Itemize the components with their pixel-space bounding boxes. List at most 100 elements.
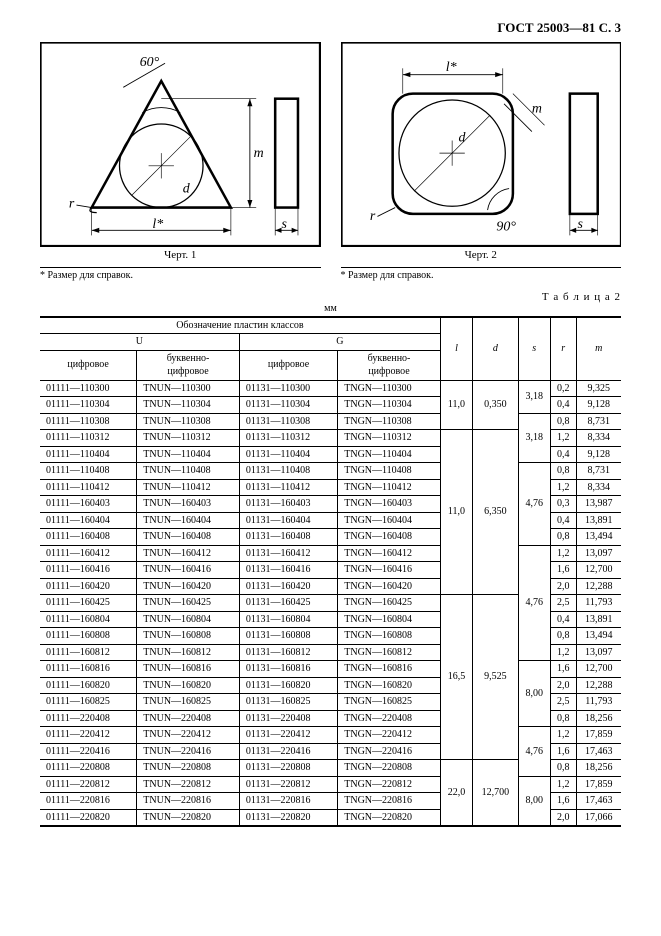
table-row: 01111—220812TNUN—22081201131—220812TNGN—… [40,776,621,793]
table-cell: TNGN—160404 [338,512,441,529]
table-cell: 12,288 [576,578,621,595]
table-cell: 8,731 [576,463,621,480]
figure-2-note: * Размер для справок. [341,267,622,281]
figure-1-note: * Размер для справок. [40,267,321,281]
table-label: Т а б л и ц а 2 [40,291,621,303]
table-cell: 01131—220412 [239,727,337,744]
th-num-u: цифровое [40,350,137,380]
table-cell: 11,0 [440,380,472,430]
table-cell: TNUN—160408 [137,529,240,546]
table-cell: 8,00 [518,661,550,727]
table-cell: TNGN—160804 [338,611,441,628]
table-cell: 8,731 [576,413,621,430]
table-cell: 01111—220808 [40,760,137,777]
table-cell: 01131—160816 [239,661,337,678]
table-cell: 01131—220408 [239,710,337,727]
table-cell: 2,5 [550,694,576,711]
table-cell: TNGN—160812 [338,644,441,661]
table-cell: 01131—220816 [239,793,337,810]
table-cell: 16,5 [440,595,472,760]
table-row: 01111—160412TNUN—16041201131—160412TNGN—… [40,545,621,562]
th-group: Обозначение пластин классов [40,317,440,334]
figure-1-caption: Черт. 1 [40,249,321,261]
table-cell: 3,18 [518,413,550,463]
table-cell: TNGN—160425 [338,595,441,612]
table-cell: 0,8 [550,529,576,546]
table-cell: 12,288 [576,677,621,694]
table-cell: 01111—160408 [40,529,137,546]
table-cell: 17,463 [576,743,621,760]
table-cell: TNGN—160420 [338,578,441,595]
table-cell: TNGN—110412 [338,479,441,496]
label-l1: l* [152,217,163,232]
label-r1: r [69,197,75,212]
table-cell: TNUN—110312 [137,430,240,447]
table-cell: TNGN—220812 [338,776,441,793]
label-angle1: 60° [140,55,160,70]
table-cell: 17,066 [576,809,621,826]
table-cell: TNUN—220808 [137,760,240,777]
table-cell: 13,097 [576,545,621,562]
table-cell: TNUN—160403 [137,496,240,513]
table-cell: 01131—220416 [239,743,337,760]
table-cell: TNUN—110304 [137,397,240,414]
table-cell: 9,128 [576,397,621,414]
table-cell: 1,6 [550,661,576,678]
table-cell: 01131—160820 [239,677,337,694]
table-cell: 13,891 [576,611,621,628]
table-cell: 22,0 [440,760,472,827]
figures-row: d 60° r l* m s [40,42,621,261]
table-cell: 1,2 [550,430,576,447]
label-r2: r [369,209,375,224]
table-cell: 01111—110404 [40,446,137,463]
table-cell: TNGN—160412 [338,545,441,562]
label-s1: s [282,217,287,232]
table-row: 01111—110408TNUN—11040801131—110408TNGN—… [40,463,621,480]
table-cell: TNUN—160812 [137,644,240,661]
table-cell: 01111—160404 [40,512,137,529]
th-alnum-g: буквенно-цифровое [338,350,441,380]
table-cell: 01111—110312 [40,430,137,447]
table-cell: 01111—160820 [40,677,137,694]
table-cell: 3,18 [518,380,550,413]
table-cell: 9,128 [576,446,621,463]
table-cell: 1,6 [550,562,576,579]
table-cell: 17,859 [576,776,621,793]
table-cell: TNGN—110312 [338,430,441,447]
table-cell: TNGN—160808 [338,628,441,645]
table-cell: 01111—220816 [40,793,137,810]
table-cell: TNGN—220808 [338,760,441,777]
table-cell: 2,0 [550,677,576,694]
table-cell: 11,0 [440,430,472,595]
table-cell: 01131—220808 [239,760,337,777]
table-cell: 8,00 [518,776,550,826]
table-cell: TNUN—160825 [137,694,240,711]
table-cell: 0,4 [550,611,576,628]
table-cell: 01131—110300 [239,380,337,397]
table-cell: TNGN—160416 [338,562,441,579]
table-cell: TNUN—110404 [137,446,240,463]
table-cell: 01111—110412 [40,479,137,496]
table-cell: TNGN—110304 [338,397,441,414]
table-cell: 01131—160808 [239,628,337,645]
table-cell: 01111—220416 [40,743,137,760]
table-cell: TNGN—160403 [338,496,441,513]
table-cell: 0,8 [550,710,576,727]
table-cell: 01111—160812 [40,644,137,661]
table-cell: TNUN—220416 [137,743,240,760]
table-cell: 4,76 [518,463,550,546]
table-cell: 12,700 [576,661,621,678]
figure-1-drawing: d 60° r l* m s [40,42,321,247]
table-cell: 01131—160412 [239,545,337,562]
table-cell: 9,525 [473,595,518,760]
label-s2: s [577,217,582,232]
label-l2: l* [445,60,456,75]
table-cell: TNUN—160816 [137,661,240,678]
table-cell: TNGN—220416 [338,743,441,760]
table-cell: TNUN—220816 [137,793,240,810]
table-cell: 17,463 [576,793,621,810]
table-cell: 01111—160804 [40,611,137,628]
table-cell: 01111—160825 [40,694,137,711]
table-cell: 13,494 [576,529,621,546]
data-table: Обозначение пластин классов l d s r m U … [40,316,621,828]
